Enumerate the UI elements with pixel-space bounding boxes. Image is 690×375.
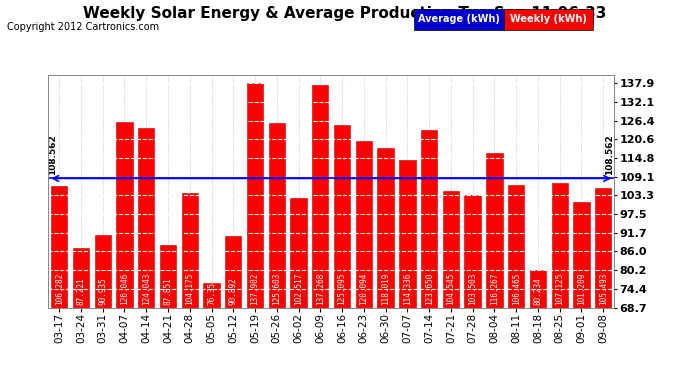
Bar xyxy=(530,270,546,375)
Text: 123.650: 123.650 xyxy=(424,273,433,305)
Text: 90.892: 90.892 xyxy=(229,277,238,305)
Text: 106.465: 106.465 xyxy=(512,273,521,305)
Bar xyxy=(181,193,198,375)
Text: Copyright 2012 Cartronics.com: Copyright 2012 Cartronics.com xyxy=(7,22,159,33)
Bar xyxy=(72,248,89,375)
Bar xyxy=(160,246,176,375)
Bar xyxy=(400,160,415,375)
Bar xyxy=(225,236,241,375)
Bar xyxy=(486,153,502,375)
Bar xyxy=(443,191,459,375)
Text: 114.336: 114.336 xyxy=(403,273,412,305)
Text: 106.282: 106.282 xyxy=(55,273,63,305)
Text: 116.267: 116.267 xyxy=(490,273,499,305)
Text: 90.935: 90.935 xyxy=(98,277,107,305)
Text: 125.603: 125.603 xyxy=(273,273,282,305)
Bar xyxy=(138,128,155,375)
Bar xyxy=(355,141,372,375)
Text: 87.851: 87.851 xyxy=(164,277,172,305)
Bar xyxy=(312,86,328,375)
Text: 87.221: 87.221 xyxy=(77,277,86,305)
Text: 107.125: 107.125 xyxy=(555,273,564,305)
Text: 108.562: 108.562 xyxy=(605,134,614,175)
Text: 101.209: 101.209 xyxy=(577,273,586,305)
Bar xyxy=(117,122,132,375)
Text: 104.175: 104.175 xyxy=(185,273,195,305)
Text: 102.517: 102.517 xyxy=(294,273,303,305)
Text: 120.094: 120.094 xyxy=(359,273,368,305)
Text: 124.043: 124.043 xyxy=(141,273,150,305)
Bar xyxy=(573,202,590,375)
Bar xyxy=(595,188,611,375)
Bar xyxy=(421,130,437,375)
Bar xyxy=(508,185,524,375)
Text: 137.268: 137.268 xyxy=(316,273,325,305)
Bar xyxy=(247,83,263,375)
Text: 76.355: 76.355 xyxy=(207,277,216,305)
Text: 118.019: 118.019 xyxy=(381,273,390,305)
Text: Weekly (kWh): Weekly (kWh) xyxy=(510,15,587,24)
Text: 104.545: 104.545 xyxy=(446,273,455,305)
Text: Average (kWh): Average (kWh) xyxy=(418,15,500,24)
Bar xyxy=(95,236,111,375)
Bar xyxy=(290,198,307,375)
Bar xyxy=(377,148,394,375)
Text: 125.095: 125.095 xyxy=(337,273,346,305)
Text: 80.234: 80.234 xyxy=(533,277,542,305)
Bar xyxy=(334,125,351,375)
Bar xyxy=(464,195,481,375)
Text: 108.562: 108.562 xyxy=(48,134,57,175)
Bar xyxy=(551,183,568,375)
Text: Weekly Solar Energy & Average Production Tue Sep 11 06:33: Weekly Solar Energy & Average Production… xyxy=(83,6,607,21)
Text: 105.493: 105.493 xyxy=(599,273,608,305)
Bar xyxy=(204,283,219,375)
Text: 126.046: 126.046 xyxy=(120,273,129,305)
Text: 103.503: 103.503 xyxy=(468,273,477,305)
Text: 137.902: 137.902 xyxy=(250,273,259,305)
Bar xyxy=(51,186,68,375)
Bar xyxy=(268,123,285,375)
